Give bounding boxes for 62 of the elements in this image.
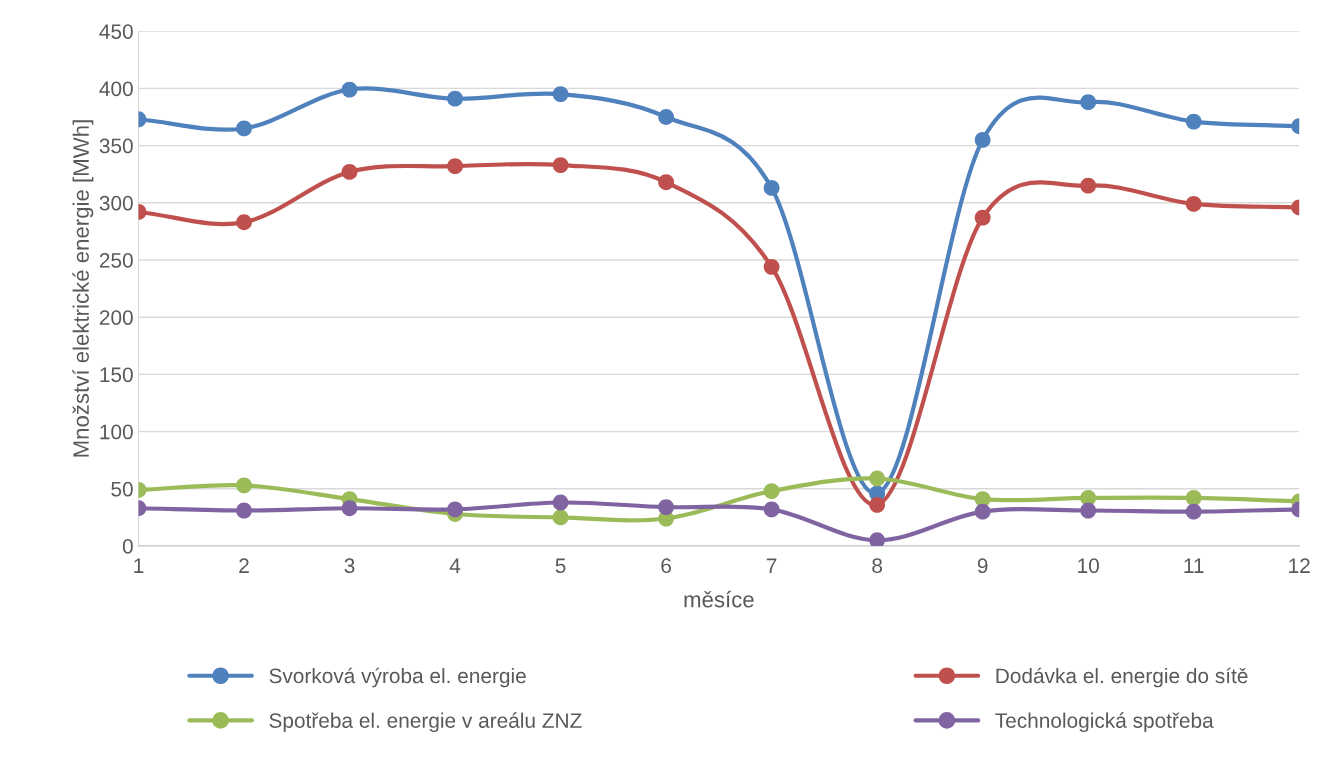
point <box>447 158 463 175</box>
legend-label: Spotřeba el. energie v areálu ZNZ <box>269 712 582 733</box>
point <box>658 174 675 191</box>
x-tick-label: 4 <box>449 558 461 573</box>
y-tick-label: 100 <box>100 424 133 440</box>
point <box>658 109 675 125</box>
point <box>869 496 886 513</box>
point <box>236 120 252 137</box>
point <box>341 81 358 98</box>
point <box>658 499 675 516</box>
x-tick-label: 3 <box>344 558 355 574</box>
point <box>552 509 569 526</box>
point <box>974 131 991 148</box>
y-tick-label: 400 <box>99 81 133 97</box>
point <box>763 180 780 196</box>
point <box>1185 490 1202 506</box>
y-tick-label: 50 <box>111 481 133 497</box>
point <box>974 209 991 226</box>
y-tick-label: 200 <box>99 310 133 325</box>
point <box>1080 94 1097 111</box>
point <box>1080 177 1097 194</box>
x-tick-label: 10 <box>1078 558 1099 574</box>
x-tick-label: 9 <box>977 558 988 574</box>
y-tick-label: 350 <box>99 138 133 154</box>
x-tick-label: 7 <box>766 558 777 573</box>
x-tick-label: 12 <box>1289 558 1310 573</box>
point <box>1185 196 1202 212</box>
y-tick-label: 250 <box>99 253 133 268</box>
legend-label: Svorková výroba el. energie <box>269 667 526 688</box>
x-tick-label: 5 <box>555 558 566 574</box>
point <box>341 500 358 517</box>
x-tick-label: 11 <box>1184 558 1204 573</box>
point <box>552 494 569 511</box>
point <box>552 157 569 173</box>
legend-label: Dodávka el. energie do sítě <box>996 667 1248 688</box>
point <box>341 163 358 180</box>
x-tick-label: 8 <box>872 558 883 574</box>
point <box>552 86 569 103</box>
x-tick-label: 2 <box>239 558 249 573</box>
point <box>236 502 252 519</box>
x-tick-label: 1 <box>134 558 144 573</box>
point <box>447 90 463 107</box>
point <box>974 503 991 520</box>
x-axis-title: měsíce <box>684 590 754 608</box>
point <box>763 258 780 275</box>
y-tick-label: 150 <box>100 367 133 383</box>
x-tick-label: 6 <box>661 558 671 574</box>
point <box>236 214 252 231</box>
y-tick-label: 300 <box>99 195 133 211</box>
point <box>447 501 463 518</box>
y-tick-label: 0 <box>122 539 133 554</box>
point <box>869 532 886 546</box>
point <box>869 470 886 487</box>
y-tick-label: 450 <box>99 24 133 39</box>
point <box>1185 503 1202 520</box>
point <box>763 501 780 518</box>
legend-label: Technologická spotřeba <box>995 712 1214 733</box>
point <box>236 477 252 494</box>
point <box>1185 113 1202 130</box>
y-axis-title: Množství elektrické energie [MWh] <box>72 120 94 457</box>
point <box>763 483 780 500</box>
point <box>1080 502 1097 519</box>
